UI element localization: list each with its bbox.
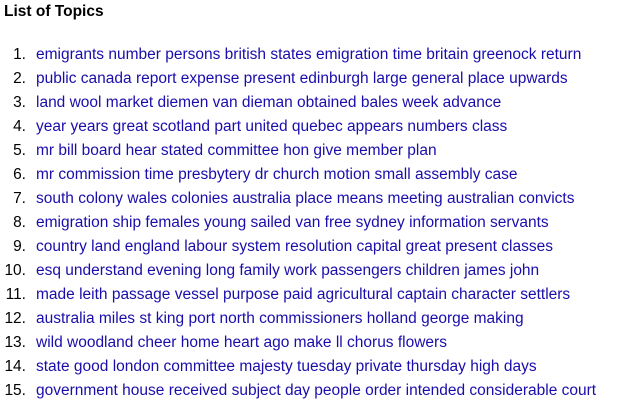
topic-number: 8. bbox=[13, 214, 26, 231]
topic-number: 7. bbox=[13, 190, 26, 207]
topic-link-13[interactable]: wild woodland cheer home heart ago make … bbox=[36, 334, 447, 351]
topic-link-9[interactable]: country land england labour system resol… bbox=[36, 238, 553, 255]
topic-link-5[interactable]: mr bill board hear stated committee hon … bbox=[36, 142, 437, 159]
page-title: List of Topics bbox=[4, 3, 104, 20]
topic-number: 9. bbox=[13, 238, 26, 255]
topic-link-11[interactable]: made leith passage vessel purpose paid a… bbox=[36, 286, 571, 303]
topic-number: 5. bbox=[13, 142, 26, 159]
topic-number: 1. bbox=[13, 46, 26, 63]
topic-number: 15. bbox=[4, 382, 26, 399]
topic-link-8[interactable]: emigration ship females young sailed van… bbox=[36, 214, 549, 231]
topic-number: 13. bbox=[4, 334, 26, 351]
topic-link-6[interactable]: mr commission time presbytery dr church … bbox=[36, 166, 518, 183]
topic-link-14[interactable]: state good london committee majesty tues… bbox=[36, 358, 537, 375]
topic-link-3[interactable]: land wool market diemen van dieman obtai… bbox=[36, 94, 502, 111]
topic-link-4[interactable]: year years great scotland part united qu… bbox=[36, 118, 508, 135]
topic-number: 6. bbox=[13, 166, 26, 183]
topic-link-12[interactable]: australia miles st king port north commi… bbox=[36, 310, 524, 327]
topic-link-2[interactable]: public canada report expense present edi… bbox=[36, 70, 568, 87]
topic-link-1[interactable]: emigrants number persons british states … bbox=[36, 46, 582, 63]
topic-number: 3. bbox=[13, 94, 26, 111]
topic-link-15[interactable]: government house received subject day pe… bbox=[36, 382, 597, 399]
topic-link-10[interactable]: esq understand evening long family work … bbox=[36, 262, 540, 279]
topic-link-7[interactable]: south colony wales colonies australia pl… bbox=[36, 190, 575, 207]
topic-number: 4. bbox=[13, 118, 26, 135]
topic-number: 14. bbox=[4, 358, 26, 375]
topic-number: 11. bbox=[5, 286, 26, 303]
topic-number: 2. bbox=[13, 70, 26, 87]
topic-number: 10. bbox=[4, 262, 26, 279]
topic-number: 12. bbox=[4, 310, 26, 327]
